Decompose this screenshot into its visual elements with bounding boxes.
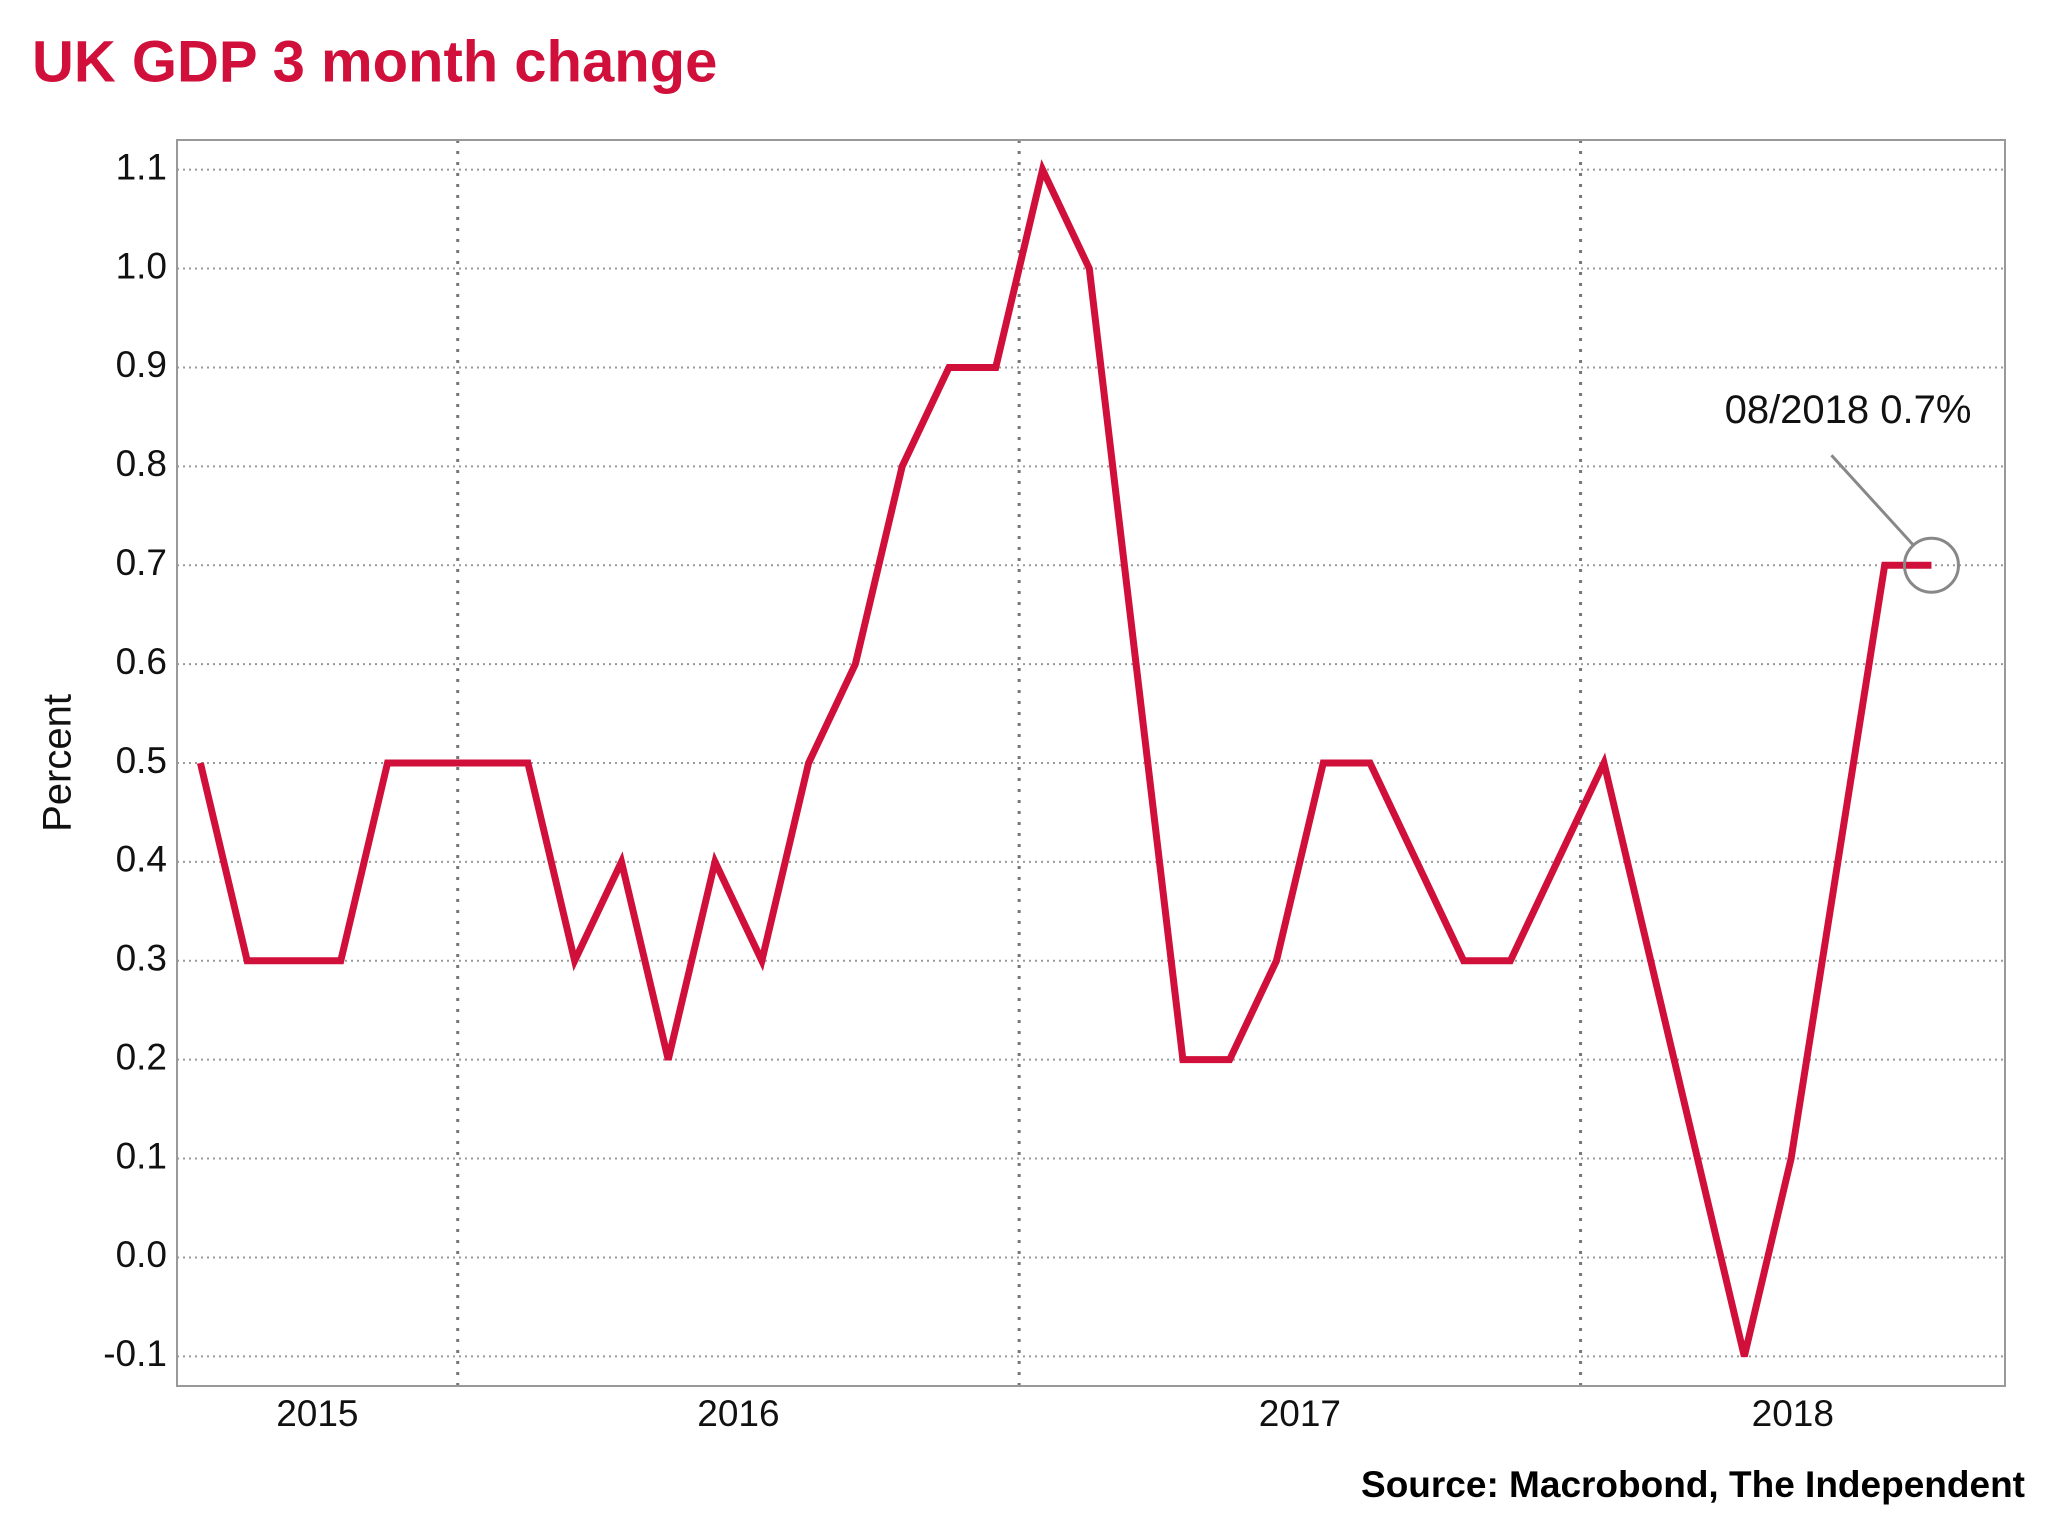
annotation: 08/2018 0.7% [1725, 388, 1972, 432]
y-tick-label: 0.7 [116, 542, 167, 583]
source: Source: Macrobond, The Independent [1361, 1464, 2025, 1505]
y-tick-label: 0.5 [116, 740, 167, 781]
y-tick-label: 1.1 [116, 146, 167, 187]
plot-frame [176, 139, 2006, 1387]
y-tick-label: 0.3 [116, 938, 167, 979]
annotation-leader [1830, 454, 1915, 547]
y-tick-label: 0.0 [116, 1234, 167, 1275]
y-tick-label: 0.2 [116, 1036, 167, 1077]
x-tick-label: 2015 [276, 1393, 358, 1434]
y-tick-label: 0.4 [116, 839, 167, 880]
x-tick-label: 2016 [697, 1393, 779, 1434]
series-line [197, 159, 1932, 1358]
x-tick-label: 2017 [1259, 1393, 1341, 1434]
x-tick-label: 2018 [1752, 1393, 1834, 1434]
y-tick-label: 0.8 [116, 443, 167, 484]
y-tick-label: 0.1 [116, 1135, 167, 1176]
y-tick-label: -0.1 [103, 1333, 167, 1374]
chart-title: UK GDP 3 month change [32, 29, 717, 94]
y-axis-label: Percent [36, 694, 80, 832]
y-tick-label: 0.6 [116, 641, 167, 682]
annotation-circle [1902, 536, 1960, 594]
y-tick-label: 1.0 [116, 245, 167, 286]
y-tick-label: 0.9 [116, 344, 167, 385]
